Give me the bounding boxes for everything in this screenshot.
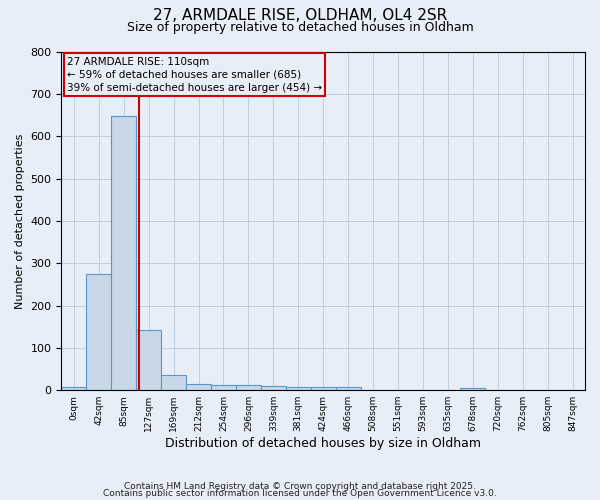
Bar: [186, 384, 211, 390]
Bar: [286, 387, 311, 390]
Bar: [460, 388, 485, 390]
Bar: [61, 387, 86, 390]
Bar: [335, 387, 361, 390]
X-axis label: Distribution of detached houses by size in Oldham: Distribution of detached houses by size …: [165, 437, 481, 450]
Y-axis label: Number of detached properties: Number of detached properties: [15, 133, 25, 308]
Bar: [111, 116, 136, 390]
Bar: [136, 330, 161, 390]
Text: Size of property relative to detached houses in Oldham: Size of property relative to detached ho…: [127, 21, 473, 34]
Bar: [86, 274, 111, 390]
Bar: [161, 376, 186, 390]
Bar: [236, 385, 261, 390]
Text: 27, ARMDALE RISE, OLDHAM, OL4 2SR: 27, ARMDALE RISE, OLDHAM, OL4 2SR: [153, 8, 447, 22]
Text: Contains HM Land Registry data © Crown copyright and database right 2025.: Contains HM Land Registry data © Crown c…: [124, 482, 476, 491]
Text: Contains public sector information licensed under the Open Government Licence v3: Contains public sector information licen…: [103, 490, 497, 498]
Bar: [261, 386, 286, 390]
Text: 27 ARMDALE RISE: 110sqm
← 59% of detached houses are smaller (685)
39% of semi-d: 27 ARMDALE RISE: 110sqm ← 59% of detache…: [67, 56, 322, 93]
Bar: [211, 385, 236, 390]
Bar: [311, 387, 335, 390]
